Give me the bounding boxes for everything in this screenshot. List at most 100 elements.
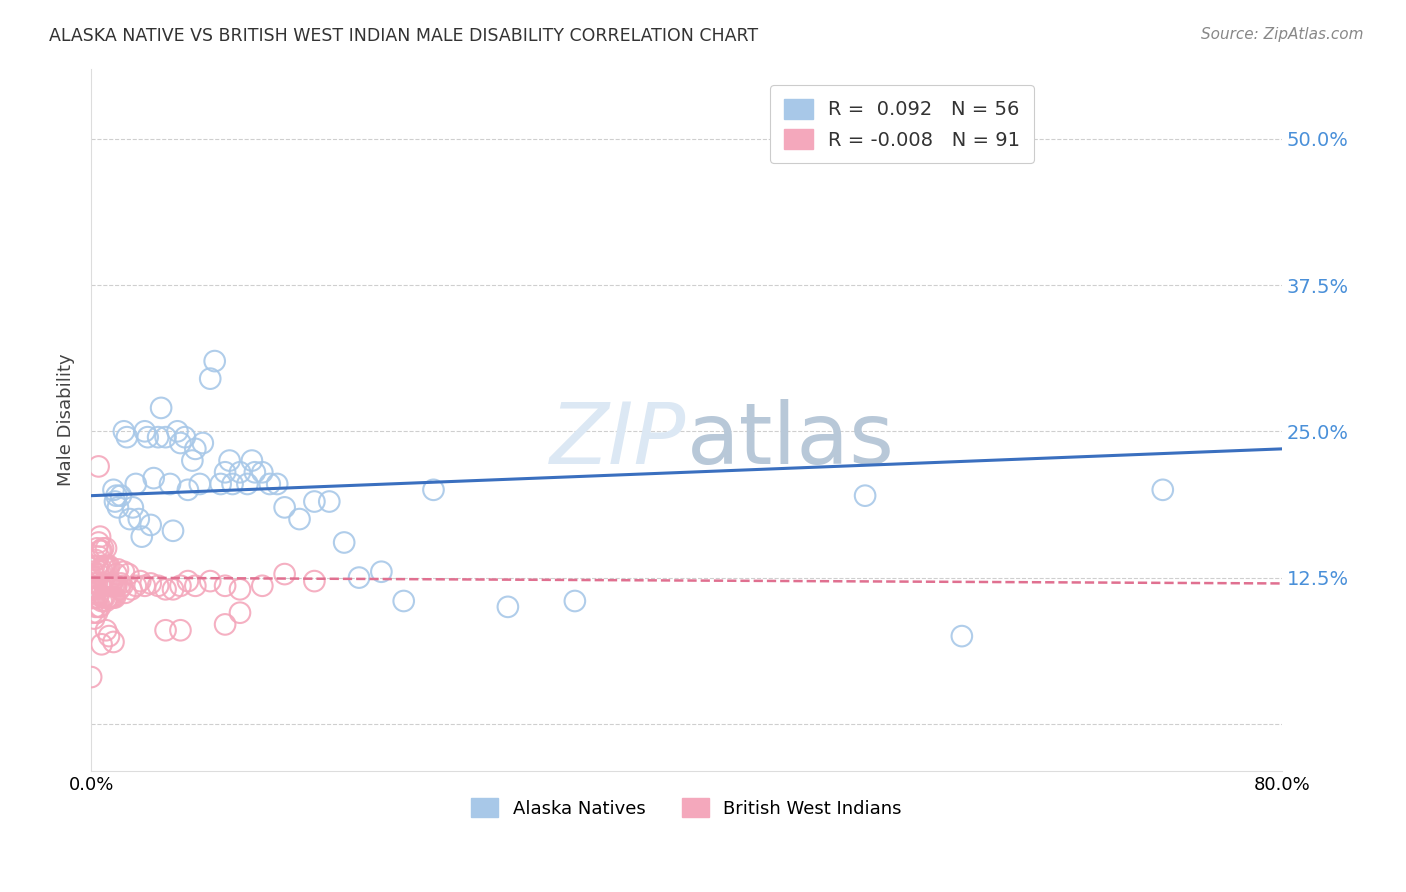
Point (83, 558, 105, 573)
Point (204, 354, 226, 368)
Point (159, 477, 181, 491)
Point (853, 489, 876, 503)
Point (200, 371, 222, 385)
Point (86, 606, 108, 620)
Point (87, 599, 110, 614)
Point (218, 453, 240, 467)
Point (84, 553, 107, 567)
Point (221, 477, 243, 491)
Point (142, 471, 165, 485)
Point (392, 594, 415, 608)
Point (90, 579, 112, 593)
Point (104, 494, 127, 508)
Point (191, 436, 214, 450)
Point (94, 579, 117, 593)
Point (98, 579, 121, 593)
Point (252, 579, 274, 593)
Point (155, 430, 177, 444)
Point (188, 477, 211, 491)
Point (90, 637, 112, 651)
Point (84, 582, 107, 597)
Point (169, 436, 191, 450)
Text: atlas: atlas (686, 400, 894, 483)
Point (107, 562, 129, 576)
Point (117, 567, 139, 582)
Point (98, 629, 121, 643)
Point (115, 430, 138, 444)
Point (93, 558, 115, 573)
Point (103, 635, 125, 649)
Point (104, 579, 127, 593)
Point (129, 574, 152, 588)
Point (87, 459, 110, 474)
Point (84, 599, 107, 614)
Point (139, 576, 162, 591)
Point (103, 483, 125, 497)
Point (87, 588, 110, 602)
Text: Source: ZipAtlas.com: Source: ZipAtlas.com (1201, 27, 1364, 42)
Point (184, 442, 207, 456)
Point (240, 453, 263, 467)
Point (98, 558, 121, 573)
Point (169, 579, 191, 593)
Point (96, 579, 118, 593)
Point (136, 430, 159, 444)
Point (131, 530, 153, 544)
Point (155, 582, 177, 597)
Point (83, 591, 105, 605)
Text: ALASKA NATIVE VS BRITISH WEST INDIAN MALE DISABILITY CORRELATION CHART: ALASKA NATIVE VS BRITISH WEST INDIAN MAL… (49, 27, 758, 45)
Point (496, 599, 519, 614)
Point (166, 425, 188, 439)
Point (177, 574, 200, 588)
Point (94, 594, 117, 608)
Point (84, 571, 107, 585)
Point (110, 576, 132, 591)
Point (96, 591, 118, 605)
Point (101, 576, 124, 591)
Point (118, 512, 141, 526)
Point (273, 500, 295, 515)
Point (94, 624, 117, 638)
Point (125, 477, 148, 491)
Point (111, 579, 134, 593)
Point (146, 579, 169, 593)
Point (83, 576, 105, 591)
Point (134, 579, 156, 593)
Point (108, 582, 131, 597)
Point (950, 629, 973, 643)
Point (94, 541, 117, 556)
Point (121, 500, 143, 515)
Point (105, 579, 128, 593)
Point (120, 582, 142, 597)
Point (304, 494, 326, 508)
Point (80, 670, 103, 684)
Point (229, 465, 252, 479)
Point (110, 489, 132, 503)
Point (318, 494, 340, 508)
Point (86, 591, 108, 605)
Point (125, 579, 148, 593)
Point (177, 483, 200, 497)
Point (114, 586, 136, 600)
Point (422, 483, 444, 497)
Point (273, 567, 295, 582)
Point (103, 591, 125, 605)
Point (333, 535, 356, 549)
Point (89, 530, 111, 544)
Point (128, 512, 150, 526)
Point (91, 576, 114, 591)
Point (181, 453, 204, 467)
Point (86, 558, 108, 573)
Point (139, 517, 162, 532)
Point (252, 465, 274, 479)
Point (564, 594, 586, 608)
Point (91, 541, 114, 556)
Point (104, 591, 127, 605)
Point (370, 565, 392, 579)
Point (288, 512, 311, 526)
Y-axis label: Male Disability: Male Disability (58, 353, 75, 486)
Point (105, 567, 128, 582)
Point (91, 591, 114, 605)
Point (90, 594, 112, 608)
Point (83, 611, 105, 625)
